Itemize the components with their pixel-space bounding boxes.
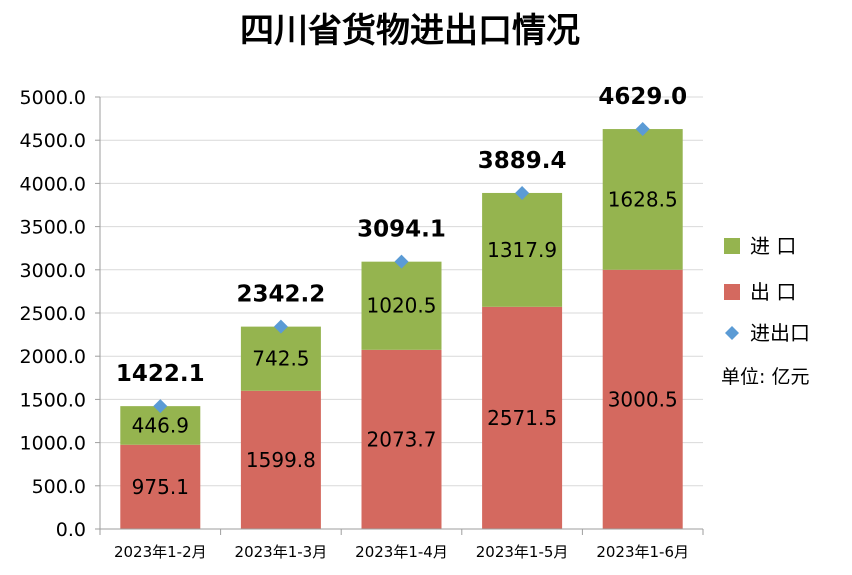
y-tick-label: 3000.0 [20,260,86,282]
y-tick-label: 0.0 [56,519,86,541]
y-tick-label: 5000.0 [20,87,86,109]
bar-segment [240,326,321,391]
bar-value-label: 1317.9 [487,238,557,262]
y-tick-label: 500.0 [32,476,86,498]
legend-label: 进出口 [750,321,810,345]
y-tick-label: 3500.0 [20,217,86,239]
x-tick-label: 2023年1-4月 [355,543,448,561]
x-tick-label: 2023年1-5月 [476,543,569,561]
y-tick-label: 4000.0 [20,173,86,195]
bar-segment [361,261,442,350]
total-marker [153,399,168,414]
total-value-label: 1422.1 [116,361,205,387]
bar-value-label: 3000.5 [608,387,678,411]
legend-label: 出 口 [750,280,796,304]
bar-segment [120,444,201,529]
y-axis: 0.0 500.0 1000.0 1500.0 2000.0 2500.0 3000.0 35… [20,87,101,541]
total-marker [635,122,650,137]
bars [120,129,683,529]
bar-value-label: 1628.5 [608,187,678,211]
bar-segment [482,192,563,307]
unit-note: 单位: 亿元 [721,366,809,388]
bar-value-label: 2571.5 [487,406,557,430]
legend-swatch [724,238,740,254]
bar-value-label: 446.9 [132,413,189,437]
bar-segment [240,390,321,529]
legend-marker-diamond [725,326,739,340]
bar-value-label: 1020.5 [367,294,437,318]
bar-value-label: 1599.8 [246,448,316,472]
bar-segment [602,269,683,529]
bar-segment [361,349,442,529]
x-axis: 2023年1-2月 2023年1-3月 2023年1-4月 2023年1-5月 2023… [99,528,704,561]
chart-title: 四川省货物进出口情况 [240,11,580,51]
data-labels: 975.1 446.9 1422.1 1599.8 742.5 2342.2 2073.7 1… [116,84,687,499]
total-marker [515,185,530,200]
total-marker [273,319,288,334]
x-tick-label: 2023年1-3月 [235,543,328,561]
total-value-label: 4629.0 [598,84,687,110]
bar-segment [602,129,683,270]
bar-value-label: 742.5 [252,347,309,371]
x-tick-label: 2023年1-2月 [114,543,207,561]
bar-value-label: 975.1 [132,475,189,499]
bar-segment [482,306,563,529]
bar-value-label: 2073.7 [367,427,437,451]
y-tick-label: 2000.0 [20,346,86,368]
y-tick-label: 1000.0 [20,433,86,455]
legend-swatch [724,284,740,300]
total-value-label: 3889.4 [478,148,567,174]
total-marker [394,254,409,269]
total-value-label: 3094.1 [357,217,446,243]
y-tick-label: 2500.0 [20,303,86,325]
x-tick-label: 2023年1-6月 [596,543,689,561]
y-tick-label: 4500.0 [20,130,86,152]
legend-label: 进 口 [750,234,796,258]
total-value-label: 2342.2 [237,282,326,308]
y-tick-label: 1500.0 [20,389,86,411]
